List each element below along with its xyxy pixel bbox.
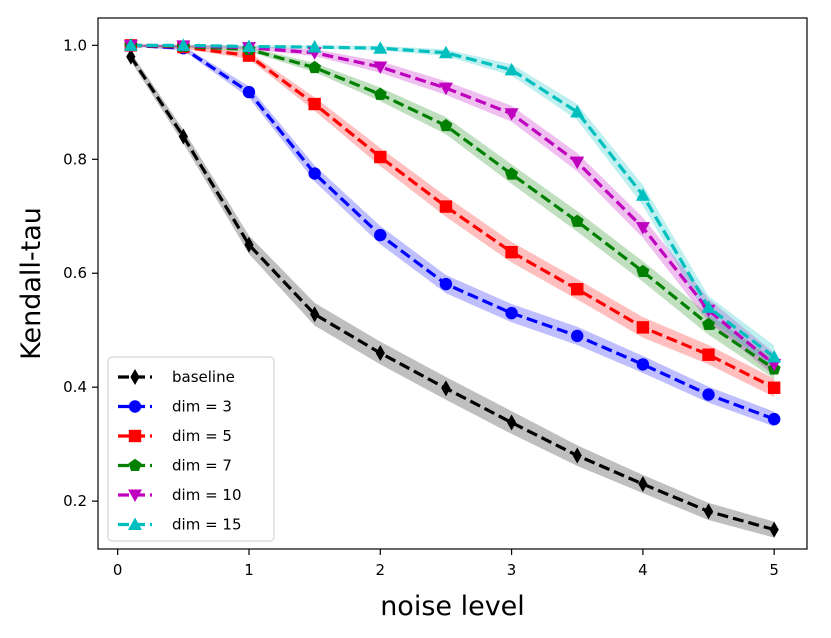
plot-area-frame — [97, 17, 808, 550]
x-tick-label: 1 — [244, 561, 254, 579]
point-dim-10 — [504, 108, 519, 121]
point-baseline — [441, 380, 451, 397]
y-axis-label: Kendall-tau — [16, 207, 47, 360]
point-dim-15 — [307, 40, 322, 53]
x-axis-ticks: 0 1 2 3 4 5 — [113, 549, 779, 579]
legend-marker-dim-5 — [128, 429, 142, 443]
point-dim-10 — [438, 82, 453, 96]
point-dim-7 — [702, 317, 715, 331]
point-dim-15 — [438, 45, 453, 59]
y-tick-label: 0.6 — [63, 264, 87, 282]
y-axis-ticks: 0.2 0.4 0.6 0.8 1.0 — [63, 36, 98, 510]
x-tick-label: 4 — [638, 561, 648, 579]
legend-label-dim-5: dim = 5 — [172, 427, 232, 445]
point-dim-3 — [505, 306, 518, 320]
legend-marker-dim-3 — [128, 400, 142, 413]
legend-label-baseline: baseline — [172, 368, 235, 386]
point-dim-15 — [767, 349, 782, 363]
point-baseline — [126, 48, 136, 65]
series-markers — [123, 38, 782, 538]
point-dim-7 — [505, 167, 519, 180]
y-tick-label: 0.2 — [63, 492, 87, 510]
point-dim-3 — [636, 358, 650, 371]
point-dim-7 — [636, 264, 650, 278]
point-dim-15 — [176, 38, 191, 51]
legend-marker-dim-7 — [128, 458, 142, 471]
point-baseline — [703, 503, 714, 520]
point-dim-3 — [374, 228, 387, 242]
point-dim-7 — [373, 87, 387, 100]
point-dim-3 — [439, 277, 453, 291]
point-dim-3 — [308, 167, 321, 180]
point-dim-3 — [571, 329, 584, 343]
legend-label-dim-10: dim = 10 — [172, 486, 242, 504]
point-baseline — [769, 521, 779, 538]
point-dim-10 — [373, 61, 388, 74]
legend-marker-dim-10 — [128, 489, 142, 502]
x-tick-label: 2 — [376, 561, 386, 579]
point-dim-5 — [702, 348, 715, 361]
y-tick-label: 1.0 — [63, 36, 87, 54]
point-dim-5 — [636, 321, 650, 334]
point-dim-15 — [570, 105, 585, 118]
point-baseline — [572, 447, 582, 464]
point-baseline — [244, 236, 254, 253]
legend-label-dim-15: dim = 15 — [172, 516, 242, 534]
point-baseline — [375, 345, 385, 362]
point-dim-5 — [439, 200, 453, 213]
point-baseline — [506, 414, 517, 431]
x-tick-label: 0 — [113, 561, 123, 579]
x-tick-label: 3 — [507, 561, 517, 579]
point-dim-5 — [505, 245, 518, 259]
x-axis-label: noise level — [380, 591, 525, 622]
legend-label-dim-7: dim = 7 — [172, 457, 232, 475]
point-dim-7 — [439, 118, 453, 132]
point-dim-5 — [374, 150, 387, 164]
legend-marker-dim-15 — [128, 517, 142, 530]
band-dim-15 — [130, 44, 775, 369]
point-dim-7 — [308, 60, 322, 74]
legend-marker-baseline — [130, 369, 140, 385]
legend-box — [107, 356, 275, 542]
point-baseline — [310, 306, 320, 323]
point-dim-10 — [570, 156, 585, 170]
point-dim-15 — [241, 39, 256, 52]
point-dim-3 — [767, 412, 781, 426]
y-tick-label: 0.4 — [63, 378, 87, 396]
point-dim-15 — [373, 41, 388, 54]
point-baseline — [178, 128, 188, 145]
point-dim-5 — [571, 282, 584, 296]
point-dim-15 — [123, 38, 138, 51]
point-dim-5 — [767, 381, 781, 394]
legend: baseline dim = 3 dim = 5 dim = 7 dim = 10 dim… — [107, 356, 275, 542]
legend-label-dim-3: dim = 3 — [172, 398, 232, 416]
point-dim-15 — [701, 300, 716, 313]
point-dim-15 — [504, 62, 519, 76]
point-dim-15 — [635, 188, 650, 201]
band-dim-3 — [130, 44, 775, 427]
x-tick-label: 5 — [769, 561, 779, 579]
point-dim-10 — [635, 222, 650, 235]
point-dim-5 — [308, 97, 321, 111]
point-baseline — [638, 476, 648, 493]
line-dim-15 — [130, 43, 776, 359]
point-dim-3 — [242, 85, 256, 99]
line-dim-5 — [130, 43, 775, 390]
y-tick-label: 0.8 — [63, 150, 87, 168]
point-dim-3 — [702, 388, 715, 401]
point-dim-7 — [570, 214, 584, 227]
